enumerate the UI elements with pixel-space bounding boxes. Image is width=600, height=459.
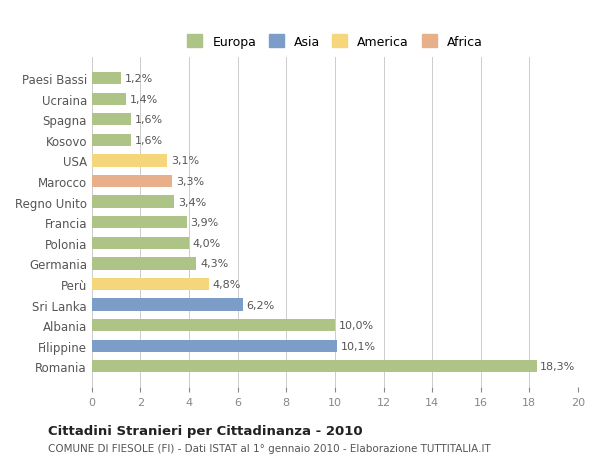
Text: COMUNE DI FIESOLE (FI) - Dati ISTAT al 1° gennaio 2010 - Elaborazione TUTTITALIA: COMUNE DI FIESOLE (FI) - Dati ISTAT al 1… — [48, 443, 491, 453]
Text: 4,8%: 4,8% — [212, 280, 241, 289]
Bar — [92, 114, 131, 126]
Text: Cittadini Stranieri per Cittadinanza - 2010: Cittadini Stranieri per Cittadinanza - 2… — [48, 424, 362, 437]
Bar — [92, 299, 242, 311]
Bar — [92, 73, 121, 85]
Text: 3,1%: 3,1% — [171, 156, 199, 166]
Text: 3,4%: 3,4% — [178, 197, 206, 207]
Text: 18,3%: 18,3% — [540, 362, 575, 371]
Text: 10,0%: 10,0% — [338, 320, 374, 330]
Text: 4,3%: 4,3% — [200, 259, 228, 269]
Text: 1,6%: 1,6% — [134, 115, 163, 125]
Bar — [92, 360, 536, 373]
Bar — [92, 340, 337, 352]
Text: 3,9%: 3,9% — [190, 218, 218, 228]
Text: 1,4%: 1,4% — [130, 95, 158, 105]
Bar — [92, 175, 172, 188]
Text: 4,0%: 4,0% — [193, 238, 221, 248]
Bar — [92, 257, 196, 270]
Text: 1,6%: 1,6% — [134, 135, 163, 146]
Bar — [92, 319, 335, 331]
Text: 3,3%: 3,3% — [176, 177, 204, 187]
Text: 10,1%: 10,1% — [341, 341, 376, 351]
Text: 6,2%: 6,2% — [246, 300, 274, 310]
Bar — [92, 93, 126, 106]
Bar — [92, 237, 189, 249]
Bar — [92, 217, 187, 229]
Bar — [92, 134, 131, 147]
Legend: Europa, Asia, America, Africa: Europa, Asia, America, Africa — [184, 31, 486, 52]
Bar — [92, 196, 175, 208]
Bar — [92, 278, 209, 291]
Text: 1,2%: 1,2% — [125, 74, 153, 84]
Bar — [92, 155, 167, 167]
